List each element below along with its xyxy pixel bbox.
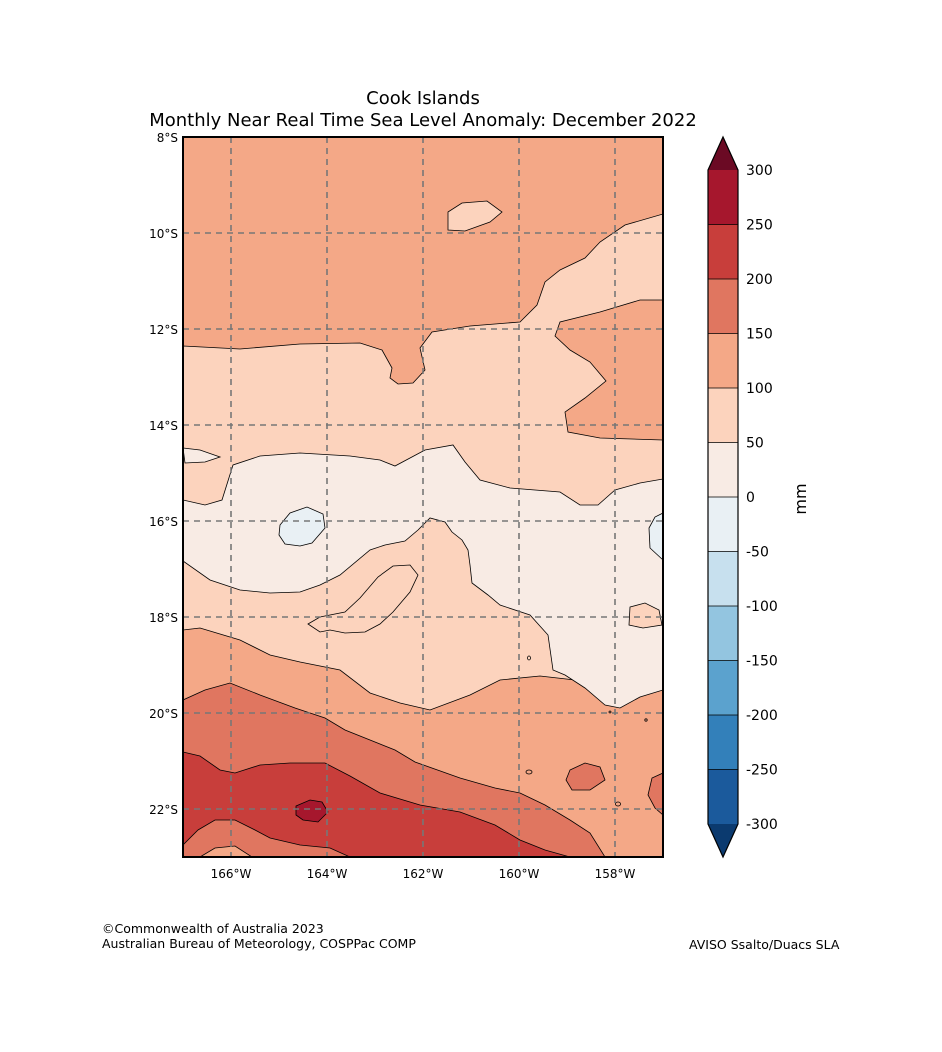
lat-label: 10°S xyxy=(149,227,178,241)
contour-fills xyxy=(183,137,663,857)
lat-label: 18°S xyxy=(149,611,178,625)
colorbar-level xyxy=(708,442,738,498)
lon-label: 160°W xyxy=(499,867,540,881)
contour-patch-neg50-0 xyxy=(278,506,326,547)
colorbar-tick-label: -250 xyxy=(746,763,778,779)
colorbar-under-arrow xyxy=(708,824,738,857)
colorbar: 300 250 200 150 100 50 0 -50 -100 -150 -200 -250 -30… xyxy=(707,135,810,859)
colorbar-level xyxy=(708,551,738,607)
contour-patch-150-200-east xyxy=(565,762,606,791)
lat-label: 14°S xyxy=(149,419,178,433)
island-marker xyxy=(615,801,621,807)
colorbar-tick-label: -300 xyxy=(746,817,778,833)
latitude-labels: 8°S 10°S 12°S 14°S 16°S 18°S 20°S 22°S xyxy=(149,131,178,817)
colorbar-level xyxy=(708,224,738,280)
lat-label: 22°S xyxy=(149,803,178,817)
colorbar-outline xyxy=(707,135,739,859)
lat-label: 16°S xyxy=(149,515,178,529)
colorbar-level xyxy=(708,660,738,716)
colorbar-level xyxy=(708,388,738,443)
contour-patch-50-100 xyxy=(307,564,419,634)
island-marker xyxy=(525,769,533,775)
colorbar-tick-label: 150 xyxy=(746,327,773,343)
gridlines xyxy=(183,137,663,857)
colorbar-tick-label: 50 xyxy=(746,436,764,452)
contour-patch-neg50-0-east xyxy=(648,512,663,561)
contour-patch-50-100-north xyxy=(447,200,503,232)
lat-label: 12°S xyxy=(149,323,178,337)
colorbar-level xyxy=(708,606,738,661)
data-source-text: AVISO Ssalto/Duacs SLA xyxy=(689,937,840,952)
map-subtitle: Monthly Near Real Time Sea Level Anomaly… xyxy=(149,110,697,131)
lat-label: 8°S xyxy=(157,131,178,145)
lat-label: 20°S xyxy=(149,707,178,721)
lon-label: 166°W xyxy=(211,867,252,881)
colorbar-unit-label: mm xyxy=(791,483,810,514)
contour-patch-0-50 xyxy=(183,447,222,464)
copyright-text: ©Commonwealth of Australia 2023 xyxy=(102,921,324,936)
contour-patch-150-200-edge xyxy=(647,772,663,816)
colorbar-tick-label: -150 xyxy=(746,654,778,670)
colorbar-level xyxy=(708,333,738,389)
colorbar-level xyxy=(708,170,738,225)
colorbar-tick-label: -200 xyxy=(746,708,778,724)
colorbar-tick-label: -50 xyxy=(746,545,769,561)
island-marker xyxy=(527,655,531,661)
colorbar-tick-label: -100 xyxy=(746,599,778,615)
colorbar-level xyxy=(708,769,738,825)
map-frame xyxy=(182,136,664,858)
contour-patch-250-300 xyxy=(295,799,329,823)
colorbar-level xyxy=(708,715,738,770)
map-title: Cook Islands xyxy=(366,88,480,109)
contour-band-200-250 xyxy=(183,751,571,857)
longitude-labels: 166°W 164°W 162°W 160°W 158°W xyxy=(211,867,636,881)
colorbar-tick-label: 0 xyxy=(746,490,755,506)
colorbar-tick-label: 250 xyxy=(746,218,773,234)
colorbar-level xyxy=(708,279,738,334)
colorbar-level xyxy=(708,497,738,552)
island-marker xyxy=(608,710,612,714)
agency-text: Australian Bureau of Meteorology, COSPPa… xyxy=(102,936,416,951)
contour-patch-100-150-south xyxy=(199,845,253,857)
colorbar-tick-label: 200 xyxy=(746,272,773,288)
colorbar-tick-label: 100 xyxy=(746,381,773,397)
lon-label: 158°W xyxy=(595,867,636,881)
lon-label: 162°W xyxy=(403,867,444,881)
colorbar-tick-label: 300 xyxy=(746,163,773,179)
island-marker xyxy=(644,718,648,722)
lon-label: 164°W xyxy=(307,867,348,881)
colorbar-over-arrow xyxy=(708,137,738,170)
